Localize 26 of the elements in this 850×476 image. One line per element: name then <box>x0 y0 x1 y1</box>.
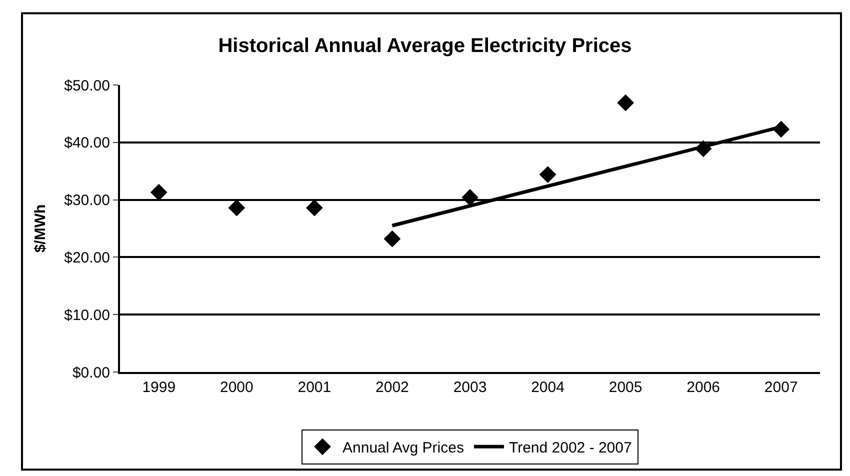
chart-title: Historical Annual Average Electricity Prices <box>218 35 632 58</box>
x-tick-label: 2007 <box>764 379 798 396</box>
y-axis-title: $/MWh <box>32 204 49 253</box>
x-tick-label: 1999 <box>142 379 176 396</box>
x-tick-label: 2006 <box>686 379 720 396</box>
y-tick-label: $0.00 <box>72 364 110 382</box>
y-tick-label: $40.00 <box>64 134 110 152</box>
x-tick-label: 2002 <box>376 379 409 396</box>
x-tick-label: 2001 <box>298 379 332 396</box>
legend-label: Trend 2002 - 2007 <box>508 440 632 456</box>
y-tick-label: $10.00 <box>64 306 110 324</box>
x-tick-label: 2005 <box>608 379 642 396</box>
y-tick-label: $20.00 <box>64 249 110 266</box>
x-tick-label: 2003 <box>453 379 487 396</box>
point <box>150 184 168 201</box>
y-tick-label: $50.00 <box>64 77 110 94</box>
y-tick-label: $30.00 <box>64 192 110 210</box>
point <box>384 230 401 248</box>
legend-label: Annual Avg Prices <box>342 440 464 456</box>
point <box>306 199 323 216</box>
x-tick-label: 2000 <box>220 379 254 396</box>
point <box>539 166 556 183</box>
point <box>228 199 246 216</box>
point <box>462 189 478 206</box>
point <box>617 94 634 112</box>
x-tick-label: 2004 <box>531 379 564 396</box>
